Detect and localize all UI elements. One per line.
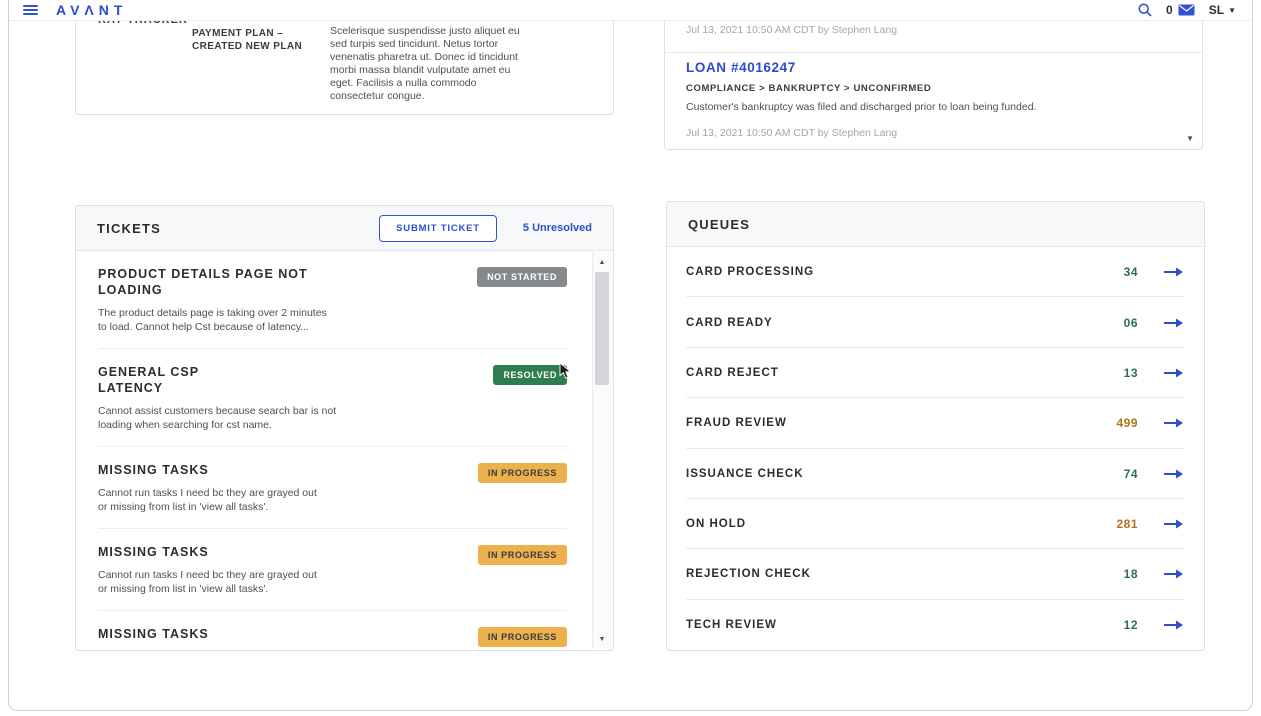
tickets-list: PRODUCT DETAILS PAGE NOT LOADING The pro… bbox=[76, 251, 613, 650]
ticket-row[interactable]: MISSING TASKS Cannot run tasks I need bc… bbox=[98, 447, 567, 529]
queue-row: REJECTION CHECK 18 bbox=[667, 549, 1204, 601]
queue-row: CARD PROCESSING 34 bbox=[667, 247, 1204, 298]
divider bbox=[665, 52, 1202, 53]
ticket-description: Cannot run tasks I need bc they are gray… bbox=[98, 487, 317, 513]
search-icon[interactable] bbox=[1138, 3, 1152, 17]
unresolved-count: 5 Unresolved bbox=[522, 222, 592, 234]
queue-arrow-icon[interactable] bbox=[1164, 368, 1184, 378]
queue-label: CARD REJECT bbox=[686, 366, 779, 379]
queue-count: 281 bbox=[1116, 517, 1138, 532]
queue-count: 06 bbox=[1123, 315, 1138, 330]
queue-row: CARD READY 06 bbox=[667, 297, 1204, 349]
scroll-down-arrow-icon[interactable]: ▼ bbox=[598, 635, 606, 643]
ticket-row[interactable]: MISSING TASKS Cannot run tasks I need bc… bbox=[98, 529, 567, 611]
activity-description: Scelerisque suspendisse justo aliquet eu… bbox=[330, 25, 520, 102]
queue-label: REJECTION CHECK bbox=[686, 568, 811, 581]
queue-row: CARD REJECT 13 bbox=[667, 348, 1204, 399]
user-menu[interactable]: SL ▼ bbox=[1209, 3, 1236, 17]
queue-arrow-icon[interactable] bbox=[1164, 318, 1184, 328]
ticket-title: MISSING TASKS bbox=[98, 627, 209, 641]
queue-arrow-icon[interactable] bbox=[1164, 569, 1184, 579]
queue-row: TECH REVIEW 12 bbox=[667, 600, 1204, 650]
queues-list: CARD PROCESSING 34 CARD READY 06 CARD RE… bbox=[667, 247, 1204, 650]
queue-label: ISSUANCE CHECK bbox=[686, 467, 804, 480]
queue-label: FRAUD REVIEW bbox=[686, 417, 787, 430]
scroll-up-arrow-icon[interactable]: ▲ bbox=[598, 258, 606, 266]
menu-hamburger-icon[interactable] bbox=[23, 3, 38, 17]
ticket-title: MISSING TASKS bbox=[98, 463, 209, 477]
queue-arrow-icon[interactable] bbox=[1164, 469, 1184, 479]
avant-logo: AVΛNT bbox=[56, 2, 128, 18]
ticket-title: GENERAL CSP LATENCY bbox=[98, 365, 199, 395]
scroll-down-arrow-icon[interactable]: ▼ bbox=[1186, 134, 1194, 143]
user-initials: SL bbox=[1208, 3, 1225, 17]
queue-arrow-icon[interactable] bbox=[1164, 267, 1184, 277]
ticket-row[interactable]: MISSING TASKS IN PROGRESS bbox=[98, 611, 567, 650]
ticket-description: Cannot run tasks I need bc they are gray… bbox=[98, 569, 317, 595]
app-window: KAY TRACKER PAYMENT PLAN – CREATED NEW P… bbox=[8, 0, 1253, 711]
queue-count: 34 bbox=[1123, 265, 1138, 280]
status-badge: IN PROGRESS bbox=[477, 463, 567, 483]
chevron-down-icon: ▼ bbox=[1228, 5, 1236, 15]
status-badge: RESOLVED bbox=[493, 365, 567, 385]
activity-action-type: PAYMENT PLAN – CREATED NEW PLAN bbox=[192, 28, 303, 52]
ticket-description: Cannot assist customers because search b… bbox=[98, 405, 337, 431]
queue-count: 13 bbox=[1123, 365, 1138, 380]
queue-arrow-icon[interactable] bbox=[1164, 620, 1184, 630]
queue-label: CARD PROCESSING bbox=[686, 266, 815, 279]
queue-arrow-icon[interactable] bbox=[1164, 418, 1184, 428]
queue-label: ON HOLD bbox=[686, 518, 747, 531]
ticket-title: PRODUCT DETAILS PAGE NOT LOADING bbox=[98, 267, 308, 297]
note-timestamp: Jul 13, 2021 10:50 AM CDT by Stephen Lan… bbox=[686, 127, 898, 139]
ticket-row[interactable]: PRODUCT DETAILS PAGE NOT LOADING The pro… bbox=[98, 251, 567, 349]
queue-arrow-icon[interactable] bbox=[1164, 519, 1184, 529]
note-timestamp: Jul 13, 2021 10:50 AM CDT by Stephen Lan… bbox=[686, 24, 898, 36]
tickets-title: TICKETS bbox=[97, 220, 162, 236]
queue-count: 12 bbox=[1123, 617, 1138, 632]
queues-header: QUEUES bbox=[667, 202, 1204, 247]
ticket-row[interactable]: GENERAL CSP LATENCY Cannot assist custom… bbox=[98, 349, 567, 447]
queue-row: ON HOLD 281 bbox=[667, 499, 1204, 550]
ticket-title: MISSING TASKS bbox=[98, 545, 209, 559]
loan-link[interactable]: LOAN #4016247 bbox=[686, 60, 796, 75]
queue-label: CARD READY bbox=[686, 316, 773, 329]
tickets-scrollbar[interactable]: ▲ ▼ bbox=[592, 252, 611, 649]
loan-note-text: Customer's bankruptcy was filed and disc… bbox=[686, 101, 1037, 113]
scrollbar-thumb[interactable] bbox=[595, 272, 609, 385]
loan-breadcrumb: COMPLIANCE > BANKRUPTCY > UNCONFIRMED bbox=[686, 83, 932, 94]
inbox-count: 0 bbox=[1166, 3, 1173, 17]
loan-notes-card: Jul 13, 2021 10:50 AM CDT by Stephen Lan… bbox=[664, 0, 1203, 150]
queue-row: ISSUANCE CHECK 74 bbox=[667, 449, 1204, 500]
ticket-description: The product details page is taking over … bbox=[98, 307, 327, 333]
queues-title: QUEUES bbox=[688, 216, 751, 232]
submit-ticket-button[interactable]: SUBMIT TICKET bbox=[379, 214, 497, 242]
tickets-card: TICKETS SUBMIT TICKET 5 Unresolved PRODU… bbox=[75, 205, 614, 651]
envelope-icon bbox=[1178, 4, 1195, 16]
tickets-header: TICKETS SUBMIT TICKET 5 Unresolved bbox=[76, 206, 613, 251]
queue-label: TECH REVIEW bbox=[686, 618, 777, 631]
status-badge: IN PROGRESS bbox=[477, 545, 567, 565]
status-badge: NOT STARTED bbox=[477, 267, 567, 287]
queue-count: 18 bbox=[1123, 567, 1138, 582]
queue-count: 74 bbox=[1123, 466, 1138, 481]
inbox-button[interactable]: 0 bbox=[1166, 3, 1195, 17]
top-navigation-bar: AVΛNT 0 SL ▼ bbox=[9, 0, 1252, 21]
queues-card: QUEUES CARD PROCESSING 34 CARD READY 06 … bbox=[666, 201, 1205, 651]
queue-count: 499 bbox=[1116, 416, 1138, 431]
status-badge: IN PROGRESS bbox=[477, 627, 567, 647]
queue-row: FRAUD REVIEW 499 bbox=[667, 398, 1204, 449]
